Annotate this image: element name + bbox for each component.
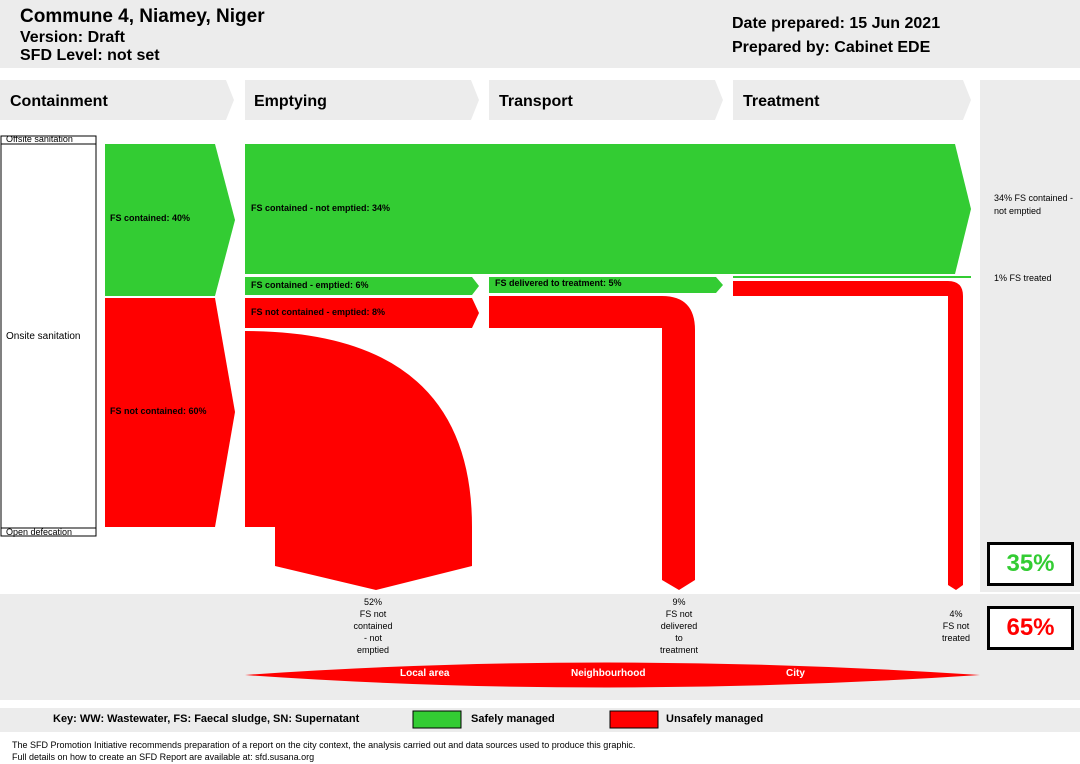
- label-delivered-to-treatment: FS delivered to treatment: 5%: [495, 278, 622, 288]
- page-title: Commune 4, Niamey, Niger: [20, 6, 265, 27]
- onsite-box: [0, 143, 97, 529]
- stage-label-containment: Containment: [10, 93, 108, 110]
- key-band: [0, 708, 1080, 732]
- flow-not-treated: [733, 281, 963, 590]
- key-text: Key: WW: Wastewater, FS: Faecal sludge, …: [53, 713, 360, 725]
- stage-header-transport: [489, 80, 723, 120]
- key-unsafe-label: Unsafely managed: [666, 713, 764, 725]
- loss-not-treated: 4% FS not treated: [941, 609, 971, 643]
- scale-band: [245, 662, 980, 688]
- open-defecation-box: [0, 527, 97, 537]
- flow-contained-emptied: [245, 277, 479, 295]
- flow-contained-not-emptied: [245, 144, 971, 274]
- label-fs-not-contained: FS not contained: 60%: [110, 406, 207, 416]
- scale-city: City: [786, 668, 805, 679]
- open-defecation-label: Open defecation: [6, 527, 73, 537]
- key-safe-swatch: [412, 710, 462, 729]
- label-contained-not-emptied: FS contained - not emptied: 34%: [251, 203, 391, 213]
- footer-line-1: The SFD Promotion Initiative recommends …: [12, 740, 636, 750]
- version-text: Version: Draft: [20, 29, 125, 46]
- flow-not-contained-emptied: [245, 298, 479, 328]
- flow-fs-contained: [105, 144, 235, 296]
- flow-delivered-to-treatment: [489, 277, 723, 293]
- stage-header-emptying: [245, 80, 479, 120]
- label-contained-emptied: FS contained - emptied: 6%: [251, 280, 369, 290]
- label-fs-contained: FS contained: 40%: [110, 213, 191, 223]
- scale-neighbourhood: Neighbourhood: [571, 668, 646, 679]
- stage-label-emptying: Emptying: [254, 93, 327, 110]
- prepared-by: Prepared by: Cabinet EDE: [732, 39, 931, 56]
- header-band: [0, 0, 1080, 68]
- offsite-label: Offsite sanitation: [6, 134, 73, 144]
- flow-not-delivered: [489, 296, 695, 590]
- flow-fs-treated: [733, 276, 971, 278]
- stage-label-transport: Transport: [499, 93, 573, 110]
- unsafe-total: 65%: [987, 606, 1074, 650]
- flow-fs-not-contained: [105, 298, 235, 527]
- sfd-level-text: SFD Level: not set: [20, 47, 160, 64]
- scale-local-area: Local area: [400, 668, 450, 679]
- safe-total: 35%: [987, 542, 1074, 586]
- stage-header-treatment: [733, 80, 971, 120]
- loss-not-delivered: 9% FS not delivered to treatment: [659, 597, 699, 655]
- footer-line-2: Full details on how to create an SFD Rep…: [12, 752, 315, 762]
- stage-header-containment: [0, 80, 234, 120]
- outcome-treated: 1% FS treated: [994, 273, 1052, 283]
- label-not-contained-emptied: FS not contained - emptied: 8%: [251, 307, 386, 317]
- outcome-contained-not-emptied: 34% FS contained - not emptied: [994, 193, 1074, 216]
- loss-not-contained-not-emptied: 52% FS not contained - not emptied: [353, 597, 393, 655]
- right-panel: [980, 80, 1080, 592]
- stage-label-treatment: Treatment: [743, 93, 820, 110]
- date-prepared: Date prepared: 15 Jun 2021: [732, 15, 941, 32]
- onsite-label: Onsite sanitation: [6, 331, 81, 342]
- key-unsafe-swatch: [609, 710, 659, 729]
- key-safe-label: Safely managed: [471, 713, 555, 725]
- flow-not-contained-not-emptied: [245, 331, 472, 590]
